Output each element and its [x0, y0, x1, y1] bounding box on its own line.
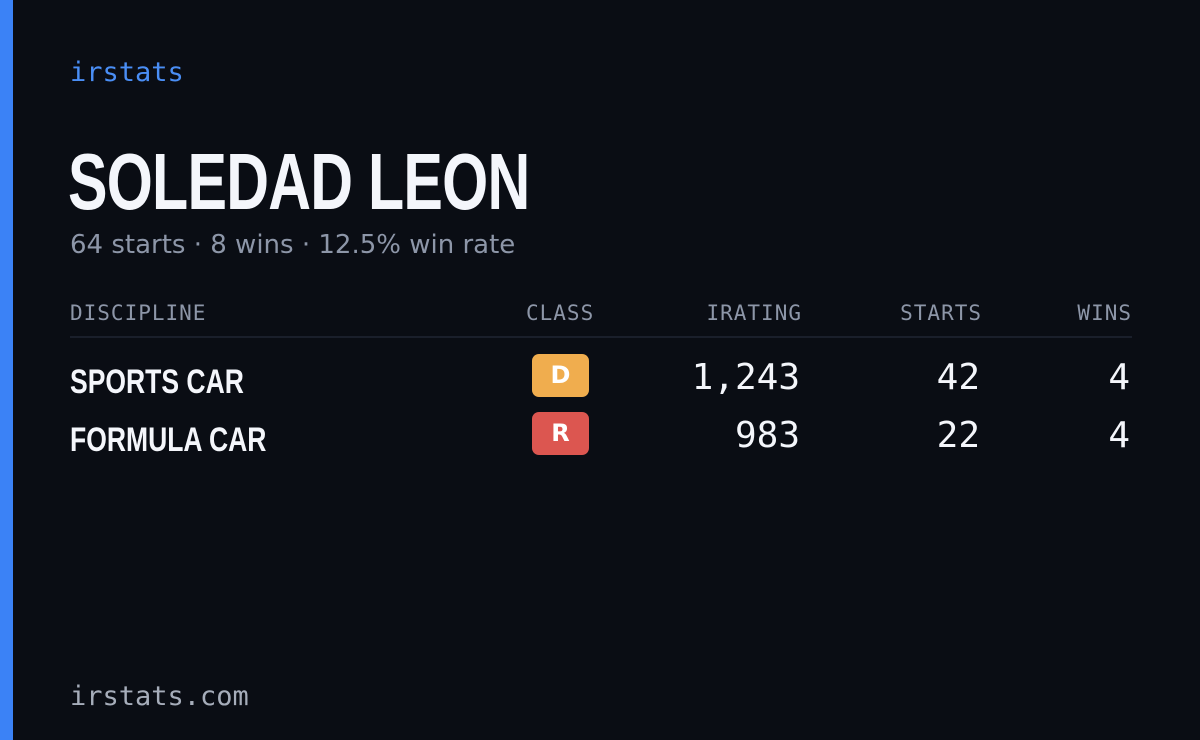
discipline-name: FORMULA CAR	[70, 421, 267, 459]
column-header-discipline: DISCIPLINE	[70, 301, 207, 325]
accent-bar	[0, 0, 13, 740]
license-class-badge: R	[532, 412, 589, 455]
column-header-wins: WINS	[1077, 301, 1132, 325]
footer-url: irstats.com	[70, 681, 249, 712]
driver-name: SOLEDAD LEON	[68, 137, 530, 226]
table-row: FORMULA CAR R 983 22 4	[70, 410, 1132, 466]
driver-summary: 64 starts · 8 wins · 12.5% win rate	[70, 230, 516, 260]
license-class-badge: D	[532, 354, 589, 397]
column-header-starts: STARTS	[900, 301, 982, 325]
wins-value: 4	[1108, 415, 1130, 456]
table-row: SPORTS CAR D 1,243 42 4	[70, 352, 1132, 408]
column-header-class: CLASS	[526, 301, 595, 325]
irating-value: 983	[734, 415, 800, 456]
stats-table-header: DISCIPLINE CLASS IRATING STARTS WINS	[70, 298, 1132, 338]
wins-value: 4	[1108, 357, 1130, 398]
starts-value: 42	[936, 357, 980, 398]
starts-value: 22	[936, 415, 980, 456]
irating-value: 1,243	[691, 357, 800, 398]
column-header-irating: IRATING	[706, 301, 802, 325]
discipline-name: SPORTS CAR	[70, 363, 244, 401]
brand-logo-text: irstats	[70, 57, 184, 88]
